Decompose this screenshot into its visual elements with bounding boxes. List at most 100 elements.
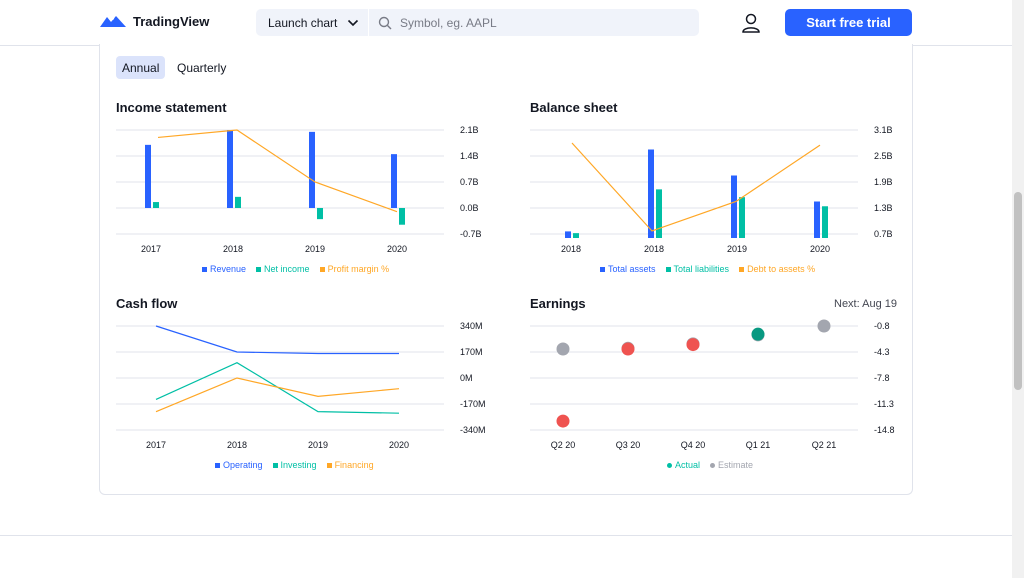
earnings-actual-point bbox=[751, 327, 765, 341]
earnings-legend: Actual Estimate bbox=[667, 460, 753, 470]
legend-total-assets-label: Total assets bbox=[608, 264, 656, 274]
balance-bar-total-assets bbox=[648, 149, 654, 238]
balance-bar-total-liabilities bbox=[739, 197, 745, 238]
legend-debt-to-assets-label: Debt to assets % bbox=[747, 264, 816, 274]
legend-total-assets[interactable]: Total assets bbox=[600, 264, 656, 274]
income-bar-net-income bbox=[153, 202, 159, 208]
balance-sheet-title: Balance sheet bbox=[530, 100, 618, 115]
legend-total-liabilities-label: Total liabilities bbox=[673, 264, 730, 274]
balance-y-tick-label: 2.5B bbox=[874, 151, 893, 161]
income-x-tick-label: 2017 bbox=[141, 244, 161, 254]
search-icon bbox=[378, 16, 392, 29]
balance-y-tick-label: 0.7B bbox=[874, 229, 893, 239]
income-bar-revenue bbox=[227, 130, 233, 208]
income-y-tick-label: 1.4B bbox=[460, 151, 479, 161]
income-y-tick-label: -0.7B bbox=[460, 229, 482, 239]
cashflow-x-tick-label: 2018 bbox=[227, 440, 247, 450]
balance-x-tick-label: 2020 bbox=[810, 244, 830, 254]
launch-chart-button[interactable]: Launch chart bbox=[256, 9, 368, 36]
cashflow-legend: Operating Investing Financing bbox=[215, 460, 374, 470]
income-bar-net-income bbox=[399, 208, 405, 225]
balance-y-tick-label: 1.9B bbox=[874, 177, 893, 187]
earnings-title: Earnings bbox=[530, 296, 586, 311]
legend-revenue[interactable]: Revenue bbox=[202, 264, 246, 274]
earnings-y-tick-label: -7.8 bbox=[874, 373, 890, 383]
financials-card bbox=[99, 44, 913, 495]
legend-operating-swatch bbox=[215, 462, 220, 468]
cashflow-y-tick-label: 0M bbox=[460, 373, 473, 383]
legend-net-income[interactable]: Net income bbox=[256, 264, 310, 274]
legend-actual[interactable]: Actual bbox=[667, 460, 700, 470]
balance-bar-total-assets bbox=[814, 201, 820, 238]
cash-flow-title: Cash flow bbox=[116, 296, 178, 311]
top-header: TradingView Launch chart Start free tria… bbox=[0, 0, 1012, 46]
income-x-tick-label: 2018 bbox=[223, 244, 243, 254]
scrollbar-thumb[interactable] bbox=[1014, 192, 1022, 390]
earnings-actual-point bbox=[556, 414, 570, 428]
cashflow-x-tick-label: 2017 bbox=[146, 440, 166, 450]
earnings-y-tick-label: -0.8 bbox=[874, 321, 890, 331]
balance-x-tick-label: 2018 bbox=[644, 244, 664, 254]
income-bar-revenue bbox=[309, 131, 315, 208]
annual-toggle[interactable]: Annual bbox=[116, 56, 166, 79]
income-bar-revenue bbox=[145, 144, 151, 208]
legend-investing-label: Investing bbox=[280, 460, 317, 470]
legend-estimate-swatch bbox=[710, 462, 716, 468]
cashflow-x-tick-label: 2019 bbox=[308, 440, 328, 450]
chevron-down-icon bbox=[348, 19, 359, 26]
balance-y-tick-label: 1.3B bbox=[874, 203, 893, 213]
balance-x-tick-label: 2019 bbox=[727, 244, 747, 254]
earnings-y-tick-label: -14.8 bbox=[874, 425, 895, 435]
income-y-tick-label: 0.0B bbox=[460, 203, 479, 213]
income-y-tick-label: 0.7B bbox=[460, 177, 479, 187]
legend-profit-margin-swatch bbox=[319, 266, 325, 272]
legend-total-liabilities[interactable]: Total liabilities bbox=[665, 264, 730, 274]
legend-estimate-label: Estimate bbox=[718, 460, 754, 470]
balance-legend: Total assets Total liabilities Debt to a… bbox=[600, 264, 815, 274]
next-earnings-label: Next: Aug 19 bbox=[834, 298, 897, 310]
legend-profit-margin[interactable]: Profit margin % bbox=[319, 264, 390, 274]
legend-financing-label: Financing bbox=[334, 460, 374, 470]
user-icon[interactable] bbox=[740, 12, 762, 34]
legend-debt-to-assets[interactable]: Debt to assets % bbox=[739, 264, 815, 274]
cashflow-y-tick-label: -340M bbox=[460, 425, 486, 435]
legend-investing[interactable]: Investing bbox=[272, 460, 317, 470]
legend-net-income-swatch bbox=[256, 266, 262, 272]
income-legend: Revenue Net income Profit margin % bbox=[202, 264, 389, 274]
quarterly-toggle[interactable]: Quarterly bbox=[177, 60, 227, 75]
legend-investing-swatch bbox=[272, 462, 278, 468]
legend-financing[interactable]: Financing bbox=[326, 460, 374, 470]
legend-estimate[interactable]: Estimate bbox=[710, 460, 753, 470]
earnings-x-tick-label: Q3 20 bbox=[616, 440, 641, 450]
legend-total-liabilities-swatch bbox=[665, 266, 671, 272]
earnings-x-tick-label: Q2 20 bbox=[551, 440, 576, 450]
earnings-y-tick-label: -11.3 bbox=[874, 399, 894, 409]
balance-bar-total-liabilities bbox=[656, 189, 662, 238]
logo[interactable]: TradingView bbox=[99, 13, 209, 29]
tradingview-logo-icon bbox=[100, 15, 126, 27]
legend-debt-to-assets-swatch bbox=[739, 266, 745, 272]
legend-operating[interactable]: Operating bbox=[215, 460, 263, 470]
legend-revenue-swatch bbox=[202, 266, 207, 272]
balance-y-tick-label: 3.1B bbox=[874, 125, 893, 135]
balance-bar-total-liabilities bbox=[822, 206, 828, 238]
income-line-profit-margin- bbox=[157, 129, 398, 213]
income-statement-title: Income statement bbox=[116, 100, 227, 115]
earnings-estimate-point bbox=[556, 342, 570, 356]
legend-profit-margin-label: Profit margin % bbox=[327, 264, 390, 274]
search-box[interactable] bbox=[369, 9, 699, 36]
income-bar-revenue bbox=[391, 154, 397, 208]
income-x-tick-label: 2019 bbox=[305, 244, 325, 254]
cashflow-line-investing bbox=[155, 362, 400, 414]
cashflow-y-tick-label: -170M bbox=[460, 399, 486, 409]
start-free-trial-button[interactable]: Start free trial bbox=[785, 9, 912, 36]
earnings-x-tick-label: Q4 20 bbox=[681, 440, 706, 450]
legend-operating-label: Operating bbox=[223, 460, 263, 470]
legend-revenue-label: Revenue bbox=[210, 264, 247, 274]
legend-actual-label: Actual bbox=[675, 460, 701, 470]
cashflow-line-operating bbox=[155, 325, 399, 355]
symbol-search-input[interactable] bbox=[400, 15, 680, 30]
balance-bar-total-assets bbox=[731, 175, 737, 238]
income-y-tick-label: 2.1B bbox=[460, 125, 479, 135]
